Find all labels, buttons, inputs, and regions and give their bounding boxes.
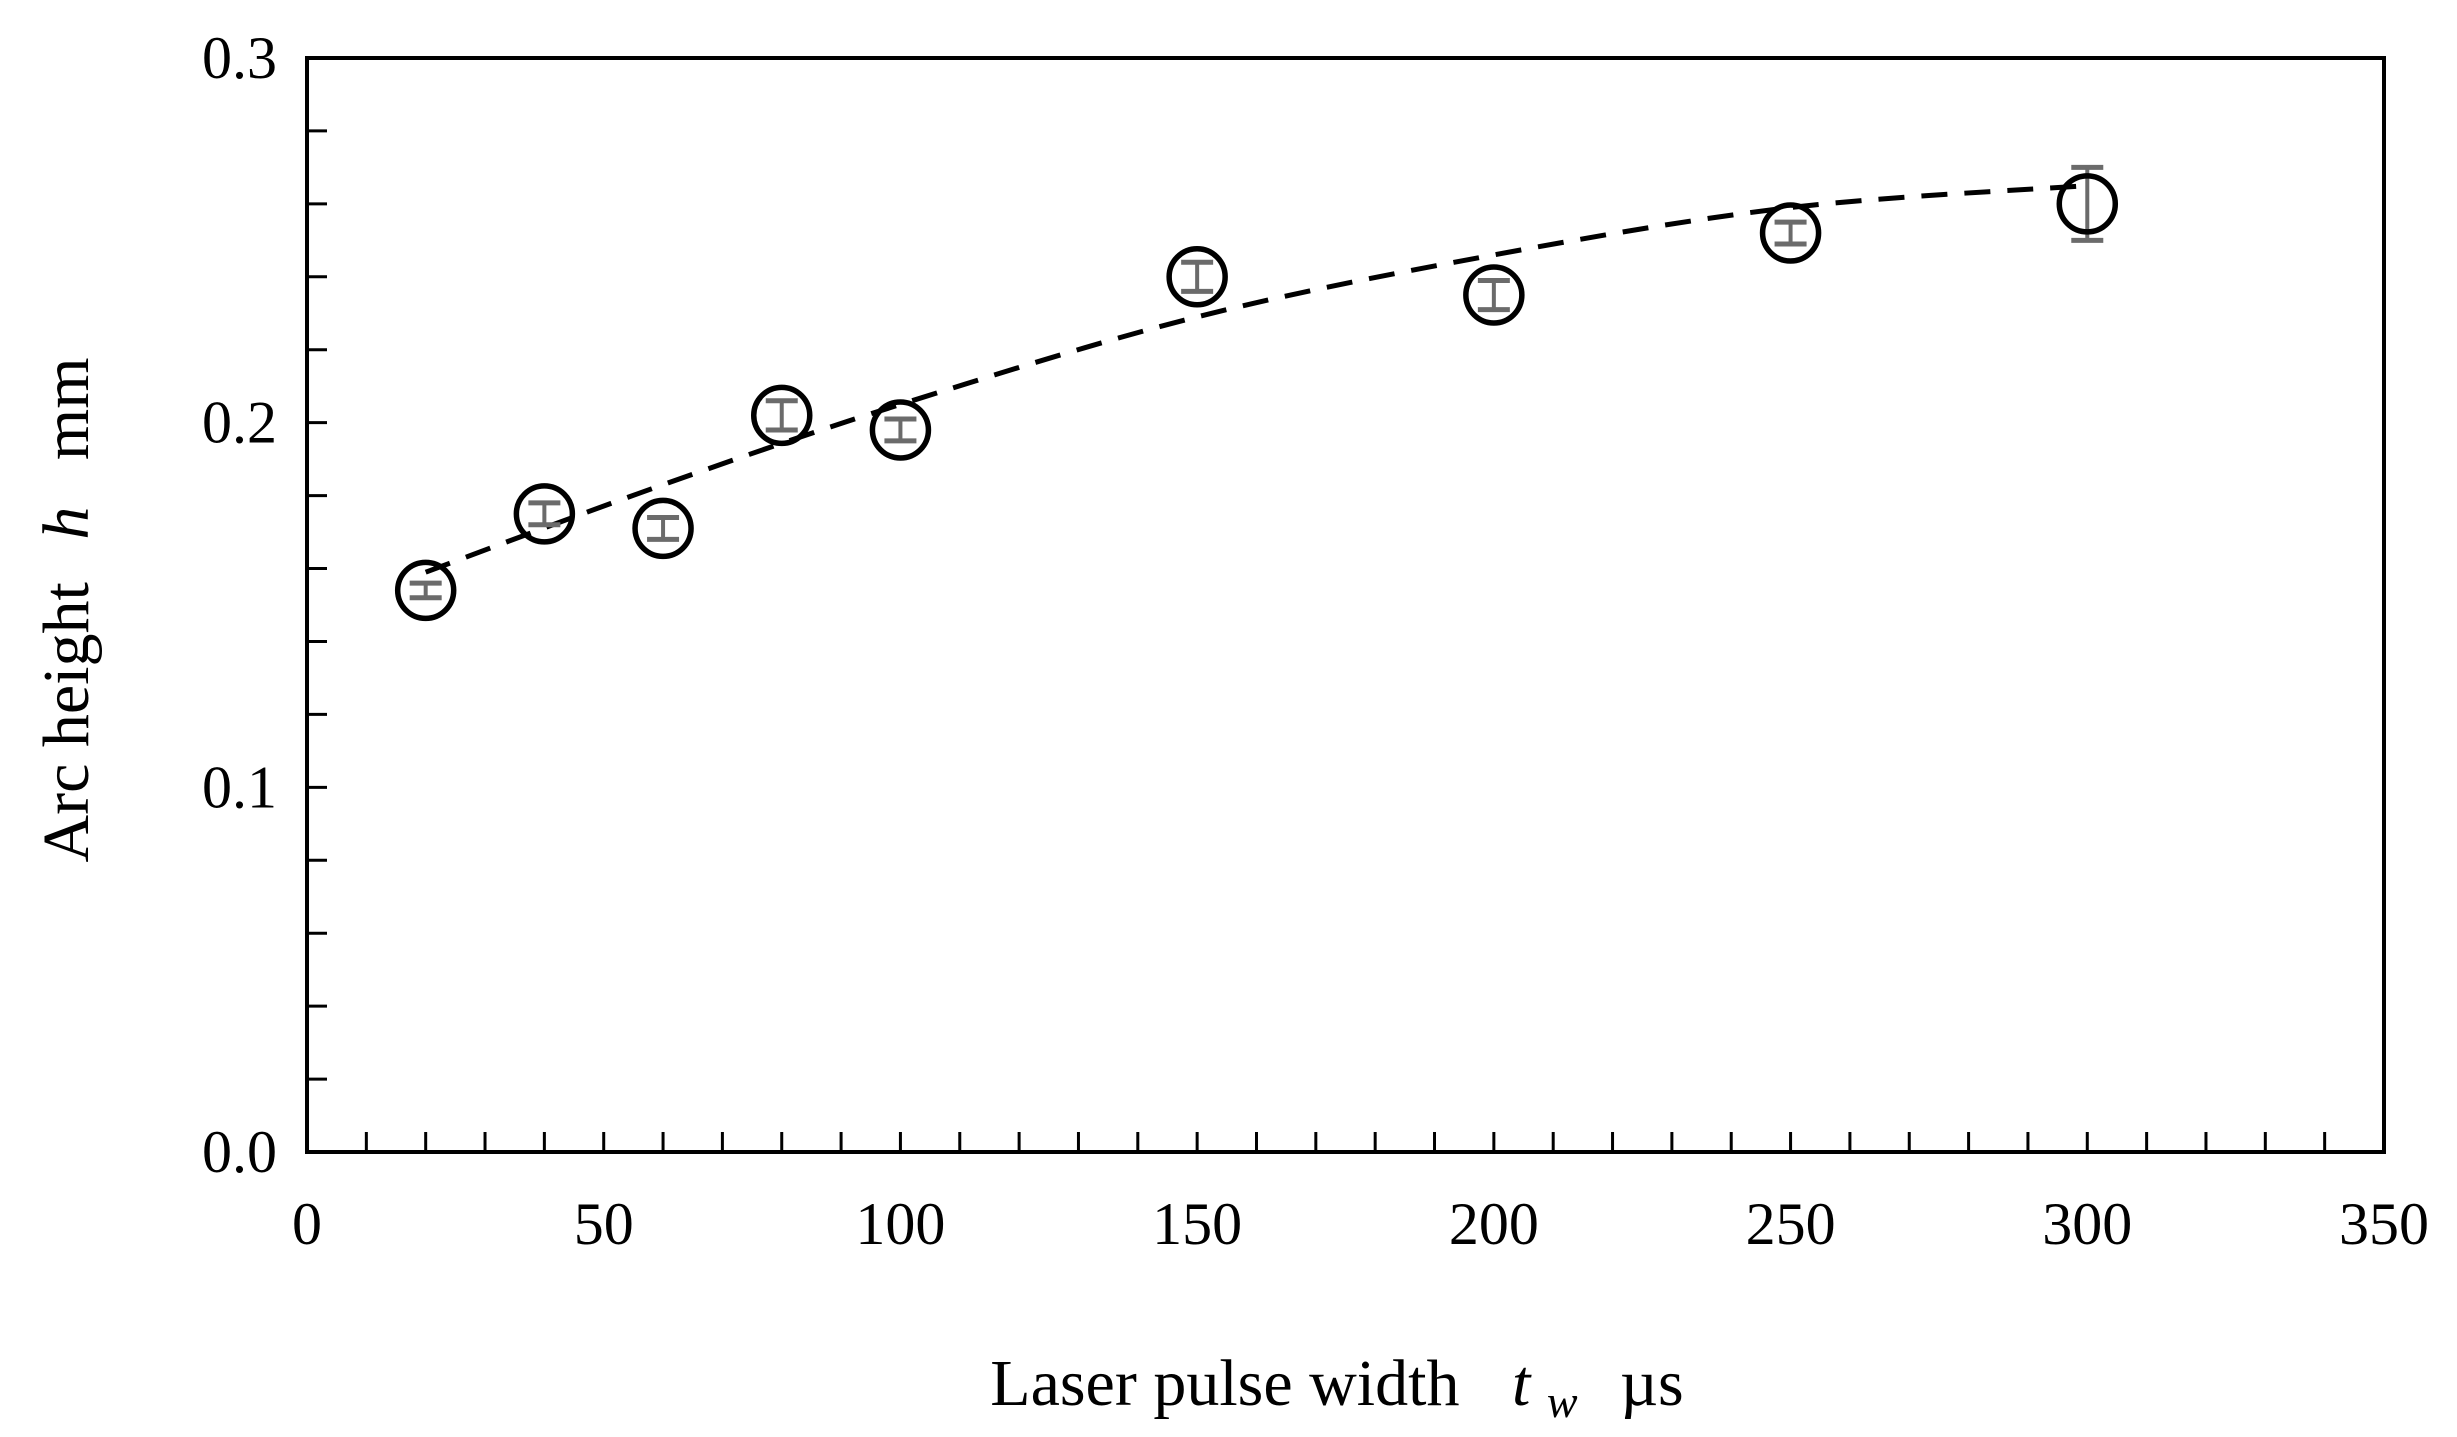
data-point (632, 497, 694, 560)
x-axis-title-text: Laser pulse width (990, 1347, 1459, 1420)
plot-area-frame (305, 56, 2386, 1154)
data-point (2056, 173, 2119, 235)
error-bar (765, 398, 798, 433)
error-bar (409, 580, 442, 601)
x-tick-label: 250 (1746, 1191, 1836, 1257)
y-axis-title-text: Arc height (30, 582, 103, 862)
y-axis-title: Arc height h mm (30, 357, 103, 862)
error-bar (2071, 164, 2104, 243)
x-tick-label: 100 (855, 1191, 945, 1257)
error-bar (884, 416, 917, 444)
data-point (394, 559, 457, 622)
error-bar (528, 500, 561, 528)
data-point (869, 399, 932, 461)
x-tick-label: 350 (2339, 1191, 2429, 1257)
data-points-group (394, 173, 2119, 622)
trendline-group (424, 183, 2088, 575)
data-point (750, 384, 813, 447)
error-bar (1181, 259, 1214, 294)
x-axis-symbol: t (1512, 1347, 1532, 1420)
x-tick-label: 50 (574, 1191, 634, 1257)
trendline-dashed (424, 183, 2088, 575)
data-point (1166, 246, 1228, 308)
x-tick-label: 300 (2042, 1191, 2132, 1257)
error-bars-group (409, 164, 2104, 601)
data-point (513, 483, 576, 545)
y-tick-label: 0.1 (202, 754, 277, 820)
x-tick-label: 0 (292, 1191, 322, 1257)
error-bar (647, 514, 680, 542)
data-point (1463, 264, 1525, 326)
y-tick-label: 0.2 (202, 390, 277, 456)
y-axis-unit: mm (30, 357, 103, 460)
error-bar (1477, 277, 1510, 313)
error-bar (1774, 219, 1807, 247)
tick-labels-group: 0 50 100 150 200 250 300 350 0.0 0.1 0.2 0.3 (202, 25, 2429, 1257)
plot-frame-group (305, 56, 2386, 1154)
y-axis-symbol: h (30, 507, 103, 540)
x-axis-unit: µs (1620, 1347, 1684, 1420)
x-tick-label: 150 (1152, 1191, 1242, 1257)
x-axis-title: Laser pulse width t w µs (990, 1347, 1683, 1432)
y-tick-label: 0.0 (202, 1119, 277, 1185)
data-point (1759, 202, 1822, 264)
x-tick-label: 200 (1449, 1191, 1539, 1257)
x-axis-symbol-subscript: w (1547, 1376, 1578, 1427)
y-tick-label: 0.3 (202, 25, 277, 91)
axis-ticks-group (307, 129, 2327, 1152)
